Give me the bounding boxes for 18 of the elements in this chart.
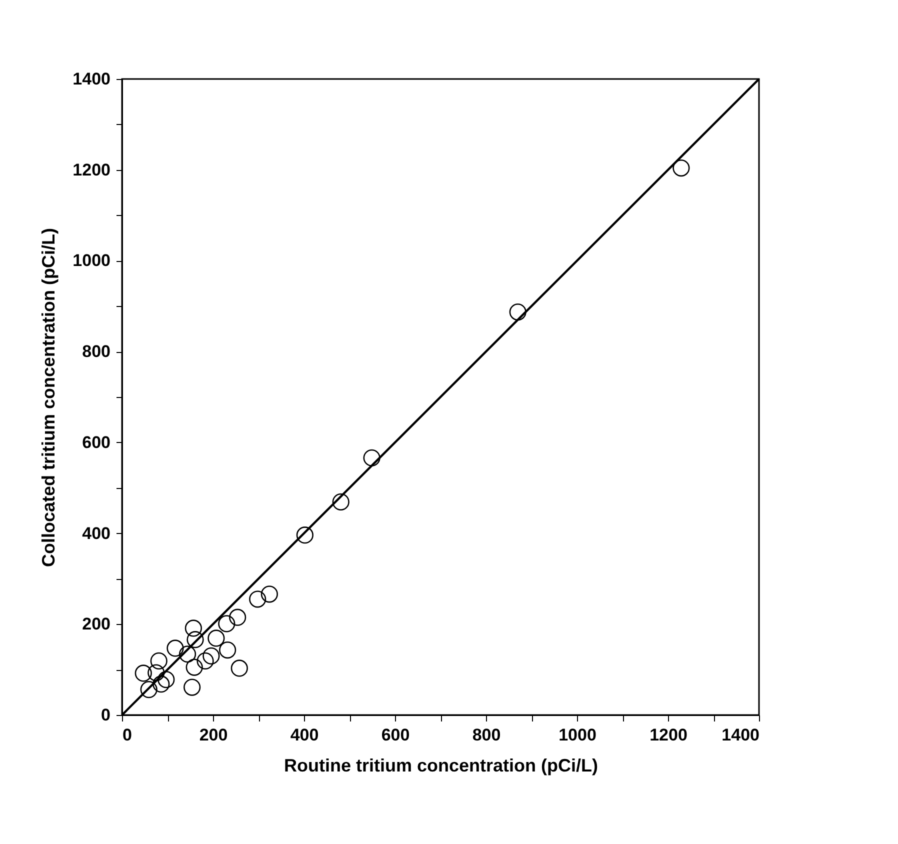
y-tick-label: 400 xyxy=(82,524,110,543)
x-tick-label: 200 xyxy=(199,726,228,744)
y-tick-label: 1200 xyxy=(72,160,110,180)
x-tick-label: 400 xyxy=(290,726,319,744)
y-tick-label: 0 xyxy=(101,706,110,724)
y-tick-label: 1400 xyxy=(72,70,110,88)
y-axis-title: Collocated tritium concentration (pCi/L) xyxy=(38,228,59,568)
x-tick-label: 1200 xyxy=(650,726,688,744)
x-tick-label: 600 xyxy=(381,726,410,744)
x-tick-label: 1400 xyxy=(722,726,760,744)
x-tick-label: 0 xyxy=(122,726,132,744)
y-tick-label: 800 xyxy=(82,342,110,362)
y-tick-label: 600 xyxy=(82,432,110,452)
x-tick-label: 1000 xyxy=(558,726,596,744)
x-axis-title: Routine tritium concentration (pCi/L) xyxy=(284,756,598,776)
y-tick-label: 1000 xyxy=(72,251,110,270)
y-tick-label: 200 xyxy=(82,614,110,634)
x-tick-label: 800 xyxy=(472,726,501,744)
